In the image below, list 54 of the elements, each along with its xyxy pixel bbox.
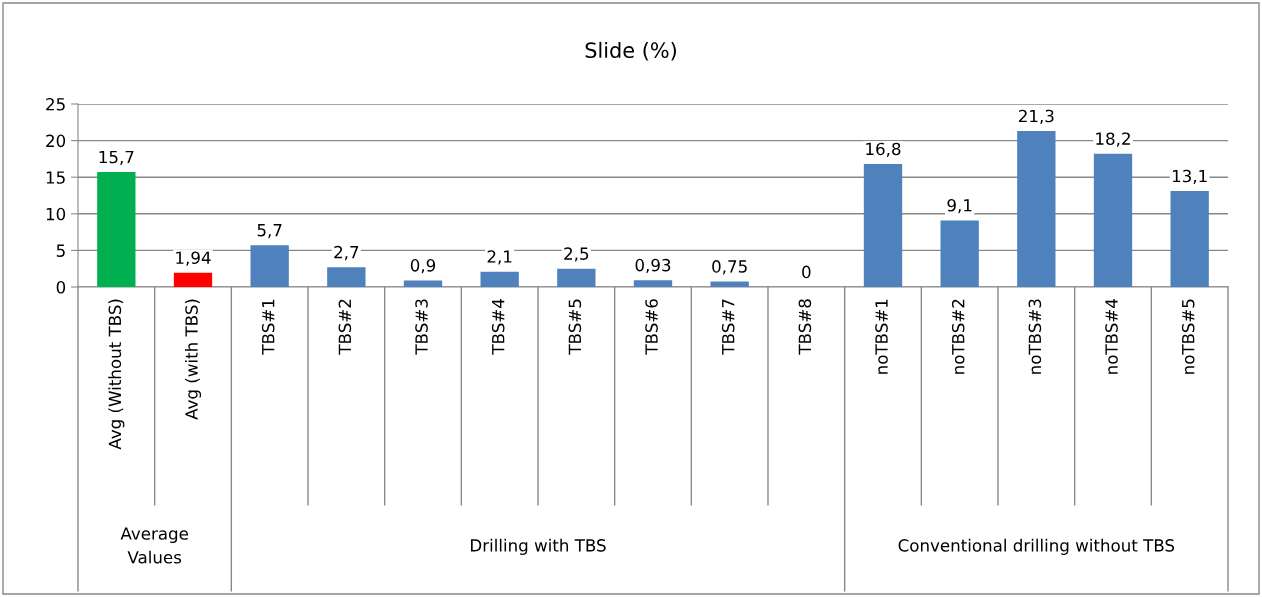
- x-tick-label: noTBS#5: [1181, 299, 1195, 374]
- x-tick-label: TBS#3: [415, 299, 428, 355]
- bar: [1017, 131, 1056, 287]
- data-label: 13,1: [1172, 169, 1207, 185]
- data-label: 5,7: [257, 224, 282, 239]
- bar: [173, 272, 213, 287]
- y-tick-label: 25: [46, 97, 65, 111]
- x-tick-label: noTBS#2: [951, 299, 965, 374]
- x-tick-label: TBS#6: [645, 299, 658, 355]
- data-label: 2,5: [564, 247, 589, 262]
- x-tick-label: TBS#5: [568, 299, 582, 355]
- bar: [97, 172, 136, 287]
- bar: [633, 280, 673, 287]
- y-tick-label: 20: [46, 134, 66, 148]
- y-tick-label: 5: [56, 244, 65, 257]
- x-tick-label: noTBS#3: [1028, 299, 1042, 374]
- data-label: 1,94: [176, 251, 211, 266]
- x-tick-label: noTBS#4: [1105, 299, 1118, 374]
- bar: [327, 267, 366, 287]
- data-label: 0: [802, 265, 811, 279]
- bar: [940, 220, 979, 287]
- data-label: 0,93: [635, 258, 671, 274]
- data-label: 0,9: [410, 259, 436, 274]
- x-tick-label: TBS#2: [338, 299, 352, 355]
- data-label: 9,1: [947, 199, 972, 214]
- text: Average Values: [120, 527, 188, 564]
- bar: [863, 164, 903, 287]
- x-tick-label: Avg (Without TBS): [108, 299, 125, 450]
- y-tick-label: 10: [46, 207, 66, 221]
- x-tick-label: noTBS#1: [875, 299, 888, 374]
- bar: [403, 280, 443, 287]
- x-tick-label: TBS#8: [798, 299, 812, 355]
- y-tick-label: 0: [56, 280, 66, 294]
- bar: [250, 245, 289, 287]
- data-label: 2,7: [334, 245, 359, 261]
- bar: [1093, 153, 1133, 287]
- bar: [1170, 191, 1209, 287]
- text: Conventional drilling without TBS: [898, 538, 1175, 555]
- bar: [710, 281, 749, 287]
- x-tick-label: TBS#1: [261, 299, 275, 355]
- x-tick-label: TBS#4: [491, 299, 505, 355]
- chart-title: Slide (%): [585, 41, 676, 61]
- y-tick-label: 15: [46, 171, 65, 184]
- data-label: 21,3: [1019, 109, 1054, 124]
- x-tick-label: Avg (with TBS): [184, 299, 202, 420]
- data-label: 18,2: [1096, 132, 1130, 147]
- data-label: 0,75: [712, 260, 747, 275]
- bar: [480, 271, 519, 287]
- data-label: 16,8: [866, 142, 901, 157]
- data-label: 15,7: [99, 150, 134, 165]
- bar: [557, 268, 596, 287]
- x-tick-label: TBS#7: [721, 299, 735, 355]
- data-label: 2,1: [487, 250, 512, 265]
- text: Drilling with TBS: [471, 538, 606, 555]
